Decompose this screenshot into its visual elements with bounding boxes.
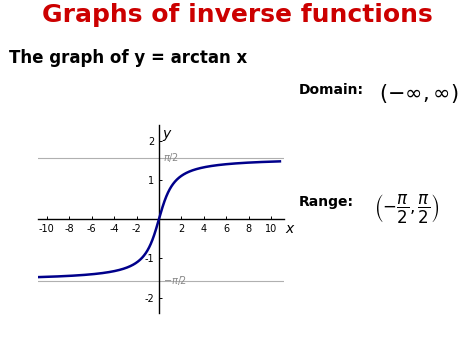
Text: $(-\infty,\infty)$: $(-\infty,\infty)$ [379, 82, 459, 105]
Text: $\left(-\dfrac{\pi}{2},\dfrac{\pi}{2}\right)$: $\left(-\dfrac{\pi}{2},\dfrac{\pi}{2}\ri… [374, 192, 440, 225]
Text: $\pi/2$: $\pi/2$ [163, 151, 179, 164]
Text: $-\pi/2$: $-\pi/2$ [163, 274, 187, 287]
Text: Graphs of inverse functions: Graphs of inverse functions [42, 3, 432, 27]
Text: y: y [162, 127, 171, 141]
Text: Domain:: Domain: [299, 84, 364, 97]
Text: The graph of y = arctan x: The graph of y = arctan x [9, 49, 248, 67]
Text: Range:: Range: [299, 195, 354, 209]
Text: x: x [285, 222, 294, 236]
